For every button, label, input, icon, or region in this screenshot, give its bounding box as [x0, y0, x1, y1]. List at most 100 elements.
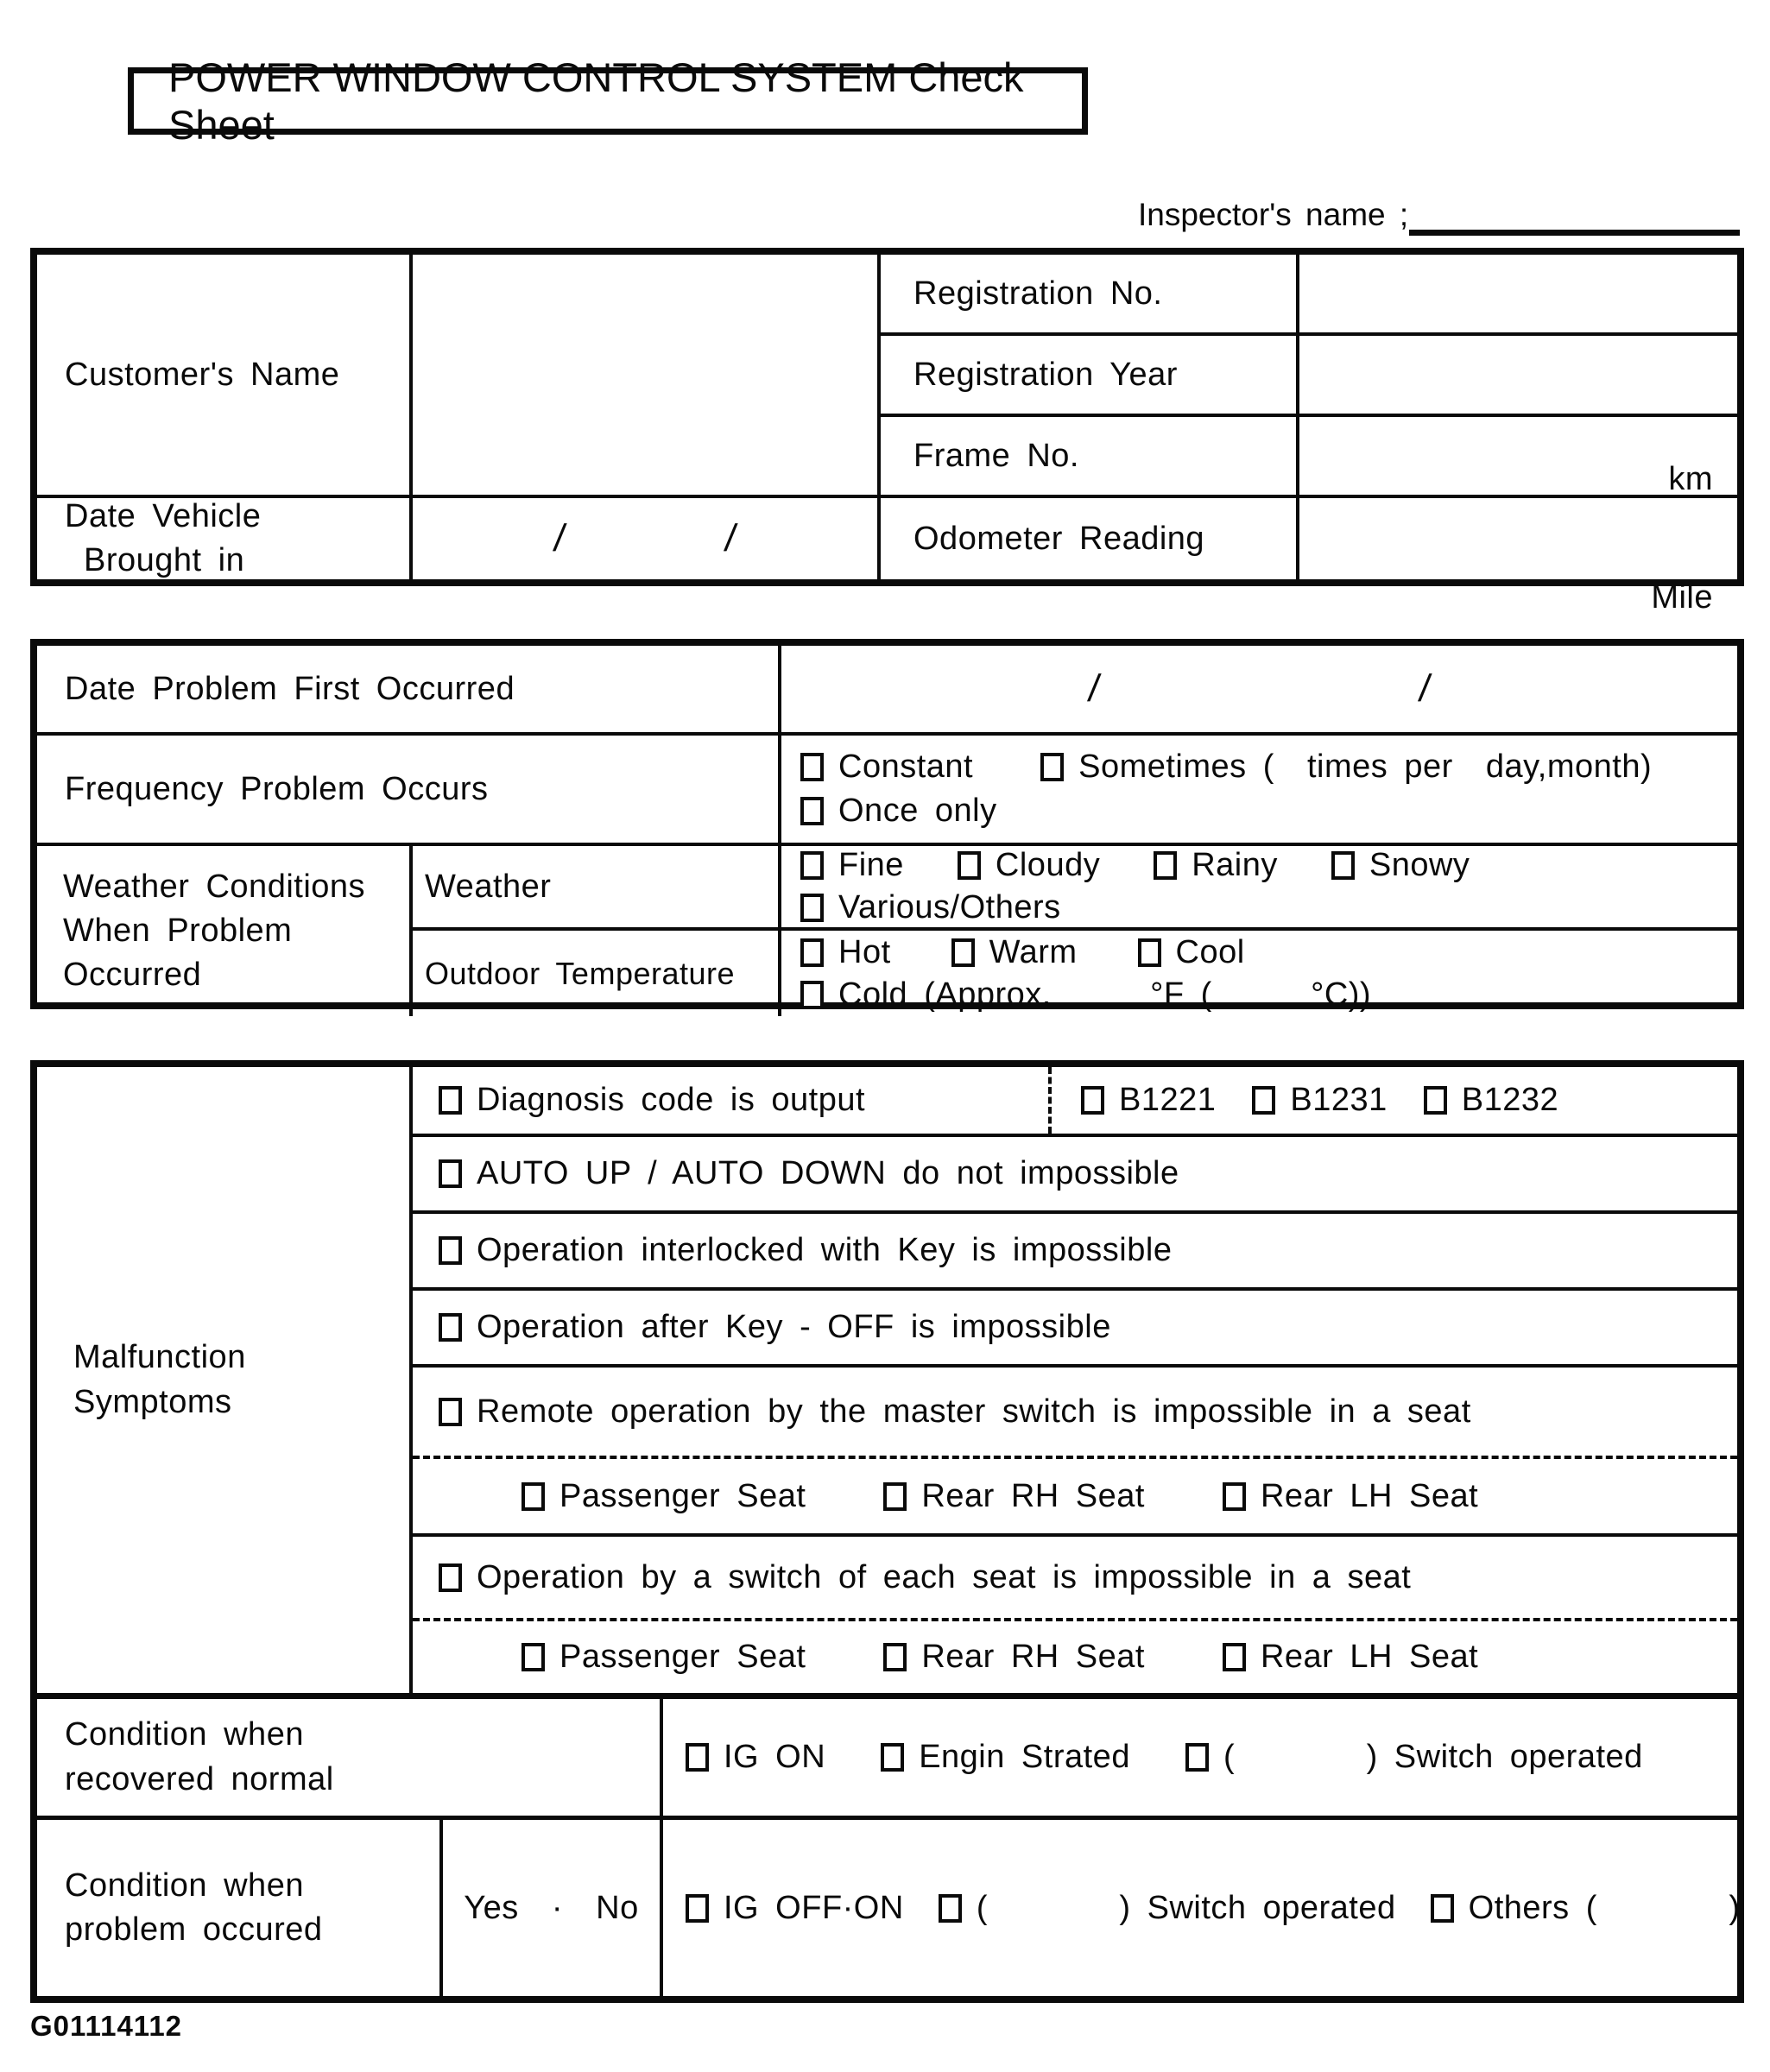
figure-code: G01114112: [30, 2010, 183, 2042]
checkbox-option-various-others: Various/Others: [800, 889, 1061, 926]
weather-conditions-label-cell: Weather Conditions When Problem Occurred: [37, 846, 413, 1016]
checkbox-icon[interactable]: [1252, 1086, 1276, 1115]
yes-no-label: Yes · No: [464, 1889, 639, 1926]
checkbox-icon[interactable]: [951, 938, 975, 967]
frequency-options-cell: Constant Sometimes ( times per day,month…: [781, 736, 1737, 846]
checkbox-option-warm: Warm: [951, 934, 1078, 971]
checkbox-option-snowy: Snowy: [1331, 847, 1470, 884]
condition-occured-line1: Condition when: [65, 1867, 304, 1904]
date-problem-value-cell[interactable]: / /: [781, 646, 1737, 736]
title-box: POWER WINDOW CONTROL SYSTEM Check Sheet: [128, 54, 1088, 148]
checkbox-icon[interactable]: [439, 1236, 462, 1265]
checkbox-option-rear-rh-seat: Rear RH Seat: [883, 1639, 1145, 1676]
frame-no-label-cell: Frame No.: [881, 417, 1299, 498]
checkbox-icon[interactable]: [439, 1159, 462, 1188]
checkbox-icon[interactable]: [439, 1086, 462, 1115]
date-slash: /: [551, 517, 569, 559]
checkbox-icon[interactable]: [800, 797, 824, 825]
checkbox-option-rear-lh-seat: Rear LH Seat: [1222, 1478, 1478, 1515]
weather-conditions-line2: When Problem: [63, 912, 293, 949]
checkbox-option-others: Others ( ): [1430, 1890, 1741, 1927]
checkbox-icon[interactable]: [1185, 1743, 1209, 1772]
checkbox-icon[interactable]: [1423, 1086, 1447, 1115]
checkbox-option-remote-master-switch: Remote operation by the master switch is…: [439, 1393, 1471, 1431]
odometer-value-cell[interactable]: km Mile: [1299, 461, 1737, 616]
checkbox-icon[interactable]: [1154, 851, 1178, 880]
checkbox-icon[interactable]: [686, 1893, 709, 1923]
checkbox-icon[interactable]: [1430, 1893, 1454, 1923]
checkbox-icon[interactable]: [800, 938, 824, 967]
checkbox-option-sometimes: Sometimes ( times per day,month): [1040, 749, 1652, 786]
frame-no-value-cell[interactable]: [1299, 417, 1737, 498]
checkbox-option-each-seat-switch: Operation by a switch of each seat is im…: [439, 1559, 1411, 1596]
checkbox-icon[interactable]: [1331, 851, 1355, 880]
registration-year-value-cell[interactable]: [1299, 336, 1737, 417]
checkbox-icon[interactable]: [439, 1397, 462, 1426]
checkbox-icon[interactable]: [439, 1563, 462, 1592]
condition-occured-options-cell: IG OFF·ON ( ) Switch operated Others ( ): [663, 1820, 1740, 1996]
checkbox-option-switch-operated: ( ) Switch operated: [1185, 1739, 1643, 1776]
checkbox-icon[interactable]: [522, 1481, 545, 1511]
odometer-unit-km: km: [1668, 460, 1713, 497]
odometer-label: Odometer Reading: [913, 520, 1205, 557]
date-vehicle-label-line1: Date Vehicle: [65, 497, 262, 534]
checkbox-icon[interactable]: [800, 980, 824, 1009]
date-vehicle-label-cell: Date Vehicle Brought in: [37, 498, 413, 579]
odometer-unit-mile: Mile: [1651, 578, 1713, 616]
checkbox-icon[interactable]: [1081, 1086, 1104, 1115]
checkbox-option-ig-on: IG ON: [686, 1739, 825, 1776]
checkbox-option-constant: Constant: [800, 749, 973, 786]
condition-recovered-line2: recovered normal: [65, 1760, 334, 1797]
condition-recovered-options-cell: IG ON Engin Strated ( ) Switch operated: [663, 1699, 1737, 1820]
registration-year-label-cell: Registration Year: [881, 336, 1299, 417]
checkbox-icon[interactable]: [800, 894, 824, 922]
registration-no-label: Registration No.: [913, 275, 1163, 312]
weather-conditions-line1: Weather Conditions: [63, 868, 366, 905]
customer-name-value-cell[interactable]: [413, 255, 881, 498]
checkbox-icon[interactable]: [1222, 1481, 1246, 1511]
checkbox-option-cold: Cold (Approx. °F ( °C)): [800, 976, 1371, 1014]
checkbox-icon[interactable]: [800, 851, 824, 880]
checkbox-option-rear-rh-seat: Rear RH Seat: [883, 1478, 1145, 1515]
checkbox-icon[interactable]: [938, 1893, 962, 1923]
condition-occured-label-cell: Condition when problem occured: [37, 1820, 443, 1996]
checkbox-icon[interactable]: [1222, 1643, 1246, 1671]
checkbox-option-b1221: B1221: [1081, 1082, 1216, 1119]
checkbox-option-auto-up-down: AUTO UP / AUTO DOWN do not impossible: [439, 1155, 1179, 1192]
date-vehicle-label-line2: Brought in: [84, 542, 245, 578]
inspector-name-blank-line[interactable]: [1409, 230, 1740, 236]
registration-no-label-cell: Registration No.: [881, 255, 1299, 336]
temperature-options-cell: Hot Warm Cool Cold (Approx. °F ( °C)): [781, 931, 1737, 1016]
checkbox-icon[interactable]: [881, 1743, 905, 1772]
date-vehicle-value-cell[interactable]: / /: [413, 498, 881, 579]
checkbox-icon[interactable]: [522, 1643, 545, 1671]
outdoor-temperature-label: Outdoor Temperature: [425, 955, 736, 991]
checkbox-icon[interactable]: [883, 1643, 907, 1671]
checkbox-option-fine: Fine: [800, 847, 904, 884]
yes-no-cell[interactable]: Yes · No: [443, 1820, 663, 1996]
symptom-row-key-off: Operation after Key - OFF is impossible: [413, 1291, 1737, 1368]
condition-recovered-label-cell: Condition when recovered normal: [37, 1699, 663, 1820]
checkbox-option-diagnosis-code: Diagnosis code is output: [439, 1082, 865, 1119]
checkbox-icon[interactable]: [439, 1313, 462, 1342]
checkbox-option-b1232: B1232: [1423, 1082, 1558, 1119]
registration-year-label: Registration Year: [913, 356, 1178, 393]
checkbox-icon[interactable]: [800, 753, 824, 781]
checkbox-icon[interactable]: [686, 1743, 709, 1772]
checkbox-option-rear-lh-seat: Rear LH Seat: [1222, 1639, 1478, 1676]
frame-no-label: Frame No.: [913, 437, 1079, 474]
checkbox-icon[interactable]: [883, 1481, 907, 1511]
symptom-row-interlocked-key: Operation interlocked with Key is imposs…: [413, 1214, 1737, 1291]
checkbox-icon[interactable]: [1137, 938, 1161, 967]
date-problem-label-cell: Date Problem First Occurred: [37, 646, 781, 736]
checkbox-icon[interactable]: [1040, 753, 1065, 781]
checkbox-icon[interactable]: [957, 851, 981, 880]
condition-recovered-line1: Condition when: [65, 1716, 304, 1753]
date-problem-label: Date Problem First Occurred: [65, 670, 515, 707]
registration-no-value-cell[interactable]: [1299, 255, 1737, 336]
weather-label-cell: Weather: [413, 846, 781, 931]
checkbox-option-b1231: B1231: [1252, 1082, 1387, 1119]
weather-options-cell: Fine Cloudy Rainy Snowy Various/Others: [781, 846, 1737, 931]
checkbox-option-passenger-seat: Passenger Seat: [522, 1478, 806, 1515]
